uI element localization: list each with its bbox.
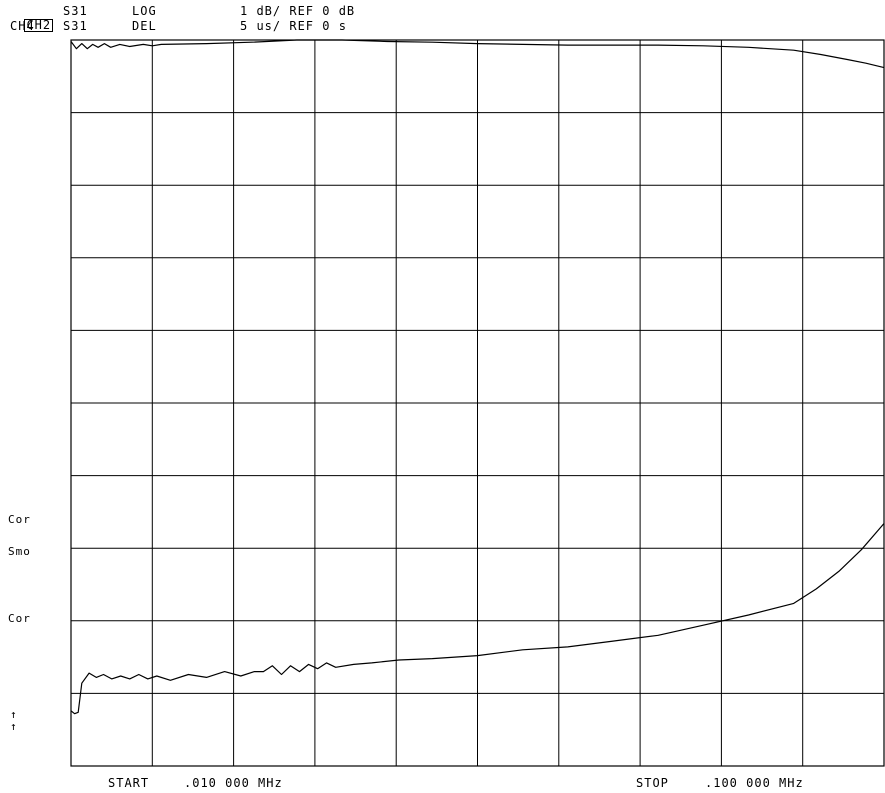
param-ch2: S31: [63, 4, 88, 18]
channel-label-ch2[interactable]: CH2: [24, 18, 54, 32]
smo-annotation: Smo: [8, 545, 31, 558]
cor-upper-annotation: Cor: [8, 513, 31, 526]
trace-ch2: [70, 39, 885, 69]
cor-lower-annotation: Cor: [8, 612, 31, 625]
param-ch4: S31: [63, 19, 88, 33]
arrow-up-icon: ↑: [10, 720, 18, 733]
format-ch2: LOG: [132, 4, 157, 18]
start-label: START: [108, 776, 150, 790]
graticule: [70, 39, 885, 767]
trace-ch4: [70, 523, 885, 715]
scale-ch4: 5 us/ REF 0 s: [240, 19, 347, 33]
header-row-ch2: CH2: [8, 4, 54, 32]
channel-label-ch4[interactable]: CH4: [10, 19, 35, 33]
stop-label: STOP: [636, 776, 669, 790]
start-frequency: .010 000 MHz: [184, 776, 283, 790]
format-ch4: DEL: [132, 19, 157, 33]
stop-frequency: .100 000 MHz: [705, 776, 804, 790]
traces: [70, 39, 885, 715]
arrow-up-icon: ↑: [10, 708, 18, 721]
scale-ch2: 1 dB/ REF 0 dB: [240, 4, 356, 18]
